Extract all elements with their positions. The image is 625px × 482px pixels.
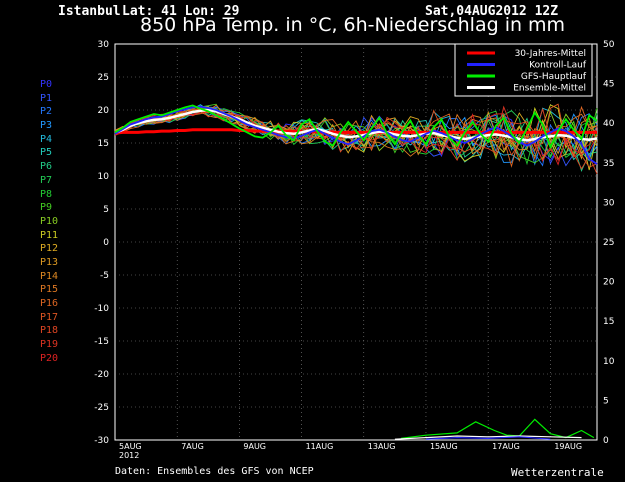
x-tick-label: 17AUG (492, 442, 520, 451)
member-label-p10: P10 (40, 215, 59, 227)
right-tick-label: 0 (603, 436, 609, 446)
precip-line (394, 435, 582, 440)
right-tick-label: 5 (603, 396, 609, 406)
member-label-p18: P18 (40, 325, 59, 337)
left-tick-label: 0 (103, 238, 109, 248)
member-label-p16: P16 (40, 298, 59, 309)
brand-label: Wetterzentrale (511, 466, 604, 479)
left-tick-label: 15 (98, 139, 109, 149)
left-tick-label: 5 (103, 205, 109, 215)
data-source-note: Daten: Ensembles des GFS von NCEP (115, 466, 314, 477)
member-label-p20: P20 (40, 352, 59, 364)
right-tick-label: 35 (603, 159, 614, 169)
legend-label: 30-Jahres-Mittel (515, 49, 586, 59)
right-tick-label: 20 (603, 278, 615, 288)
left-tick-label: -15 (94, 337, 109, 347)
series-line (114, 104, 598, 150)
coordinates-label: Lat: 41 Lon: 29 (122, 4, 240, 19)
left-tick-label: -10 (94, 304, 109, 314)
x-tick-label: 7AUG (181, 442, 204, 451)
series-line (114, 108, 598, 142)
member-label-p2: P2 (40, 106, 53, 118)
legend-label: Kontroll-Lauf (529, 61, 587, 71)
right-tick-label: 25 (603, 238, 614, 248)
ensemble-member-list: P0 P1 P2 P3 P4 P5 P6 P7 P8 P9 P10 P11 P12 P13 P14 P15 P1… (40, 78, 70, 365)
member-label-p13: P13 (40, 256, 59, 268)
member-label-p19: P19 (40, 339, 59, 351)
left-tick-label: 20 (98, 106, 110, 116)
x-tick-label: 13AUG (368, 442, 396, 451)
x-tick-label: 2012 (119, 451, 139, 460)
left-tick-label: -25 (94, 403, 109, 413)
right-tick-label: 40 (603, 119, 615, 129)
member-label-p4: P4 (40, 133, 53, 145)
member-label-p9: P9 (40, 202, 53, 214)
member-label-p14: P14 (40, 270, 59, 282)
left-tick-label: -20 (94, 370, 109, 380)
x-tick-label: 15AUG (430, 442, 458, 451)
x-tick-label: 5AUG (119, 442, 142, 451)
location-label: Istanbul (58, 4, 121, 19)
member-label-p8: P8 (40, 188, 53, 200)
left-tick-label: 30 (98, 40, 110, 50)
member-label-p6: P6 (40, 161, 53, 173)
left-tick-label: -5 (100, 271, 109, 281)
left-tick-label: 10 (98, 172, 110, 182)
right-tick-label: 45 (603, 80, 614, 90)
member-label-p5: P5 (40, 147, 53, 159)
legend-label: GFS-Hauptlauf (521, 72, 587, 82)
right-tick-label: 15 (603, 317, 614, 327)
x-tick-label: 19AUG (554, 442, 582, 451)
left-tick-label: 25 (98, 73, 109, 83)
x-tick-label: 9AUG (243, 442, 266, 451)
member-label-p17: P17 (40, 311, 59, 323)
member-label-p7: P7 (40, 174, 53, 186)
member-label-p15: P15 (40, 284, 59, 296)
left-tick-label: -30 (94, 436, 109, 446)
member-label-p12: P12 (40, 243, 59, 255)
precip-line (401, 418, 595, 439)
member-label-p1: P1 (40, 92, 53, 104)
member-label-p11: P11 (40, 229, 59, 241)
run-date-label: Sat,04AUG2012 12Z (425, 4, 559, 19)
legend-label: Ensemble-Mittel (513, 84, 586, 94)
member-label-p3: P3 (40, 120, 53, 132)
right-tick-label: 50 (603, 40, 615, 50)
right-tick-label: 30 (603, 198, 615, 208)
member-label-p0: P0 (40, 79, 53, 90)
right-tick-label: 10 (603, 357, 615, 367)
chart-title: 850 hPa Temp. in °C, 6h-Niederschlag in … (140, 14, 566, 36)
x-tick-label: 11AUG (306, 442, 334, 451)
precip-line (425, 436, 551, 440)
